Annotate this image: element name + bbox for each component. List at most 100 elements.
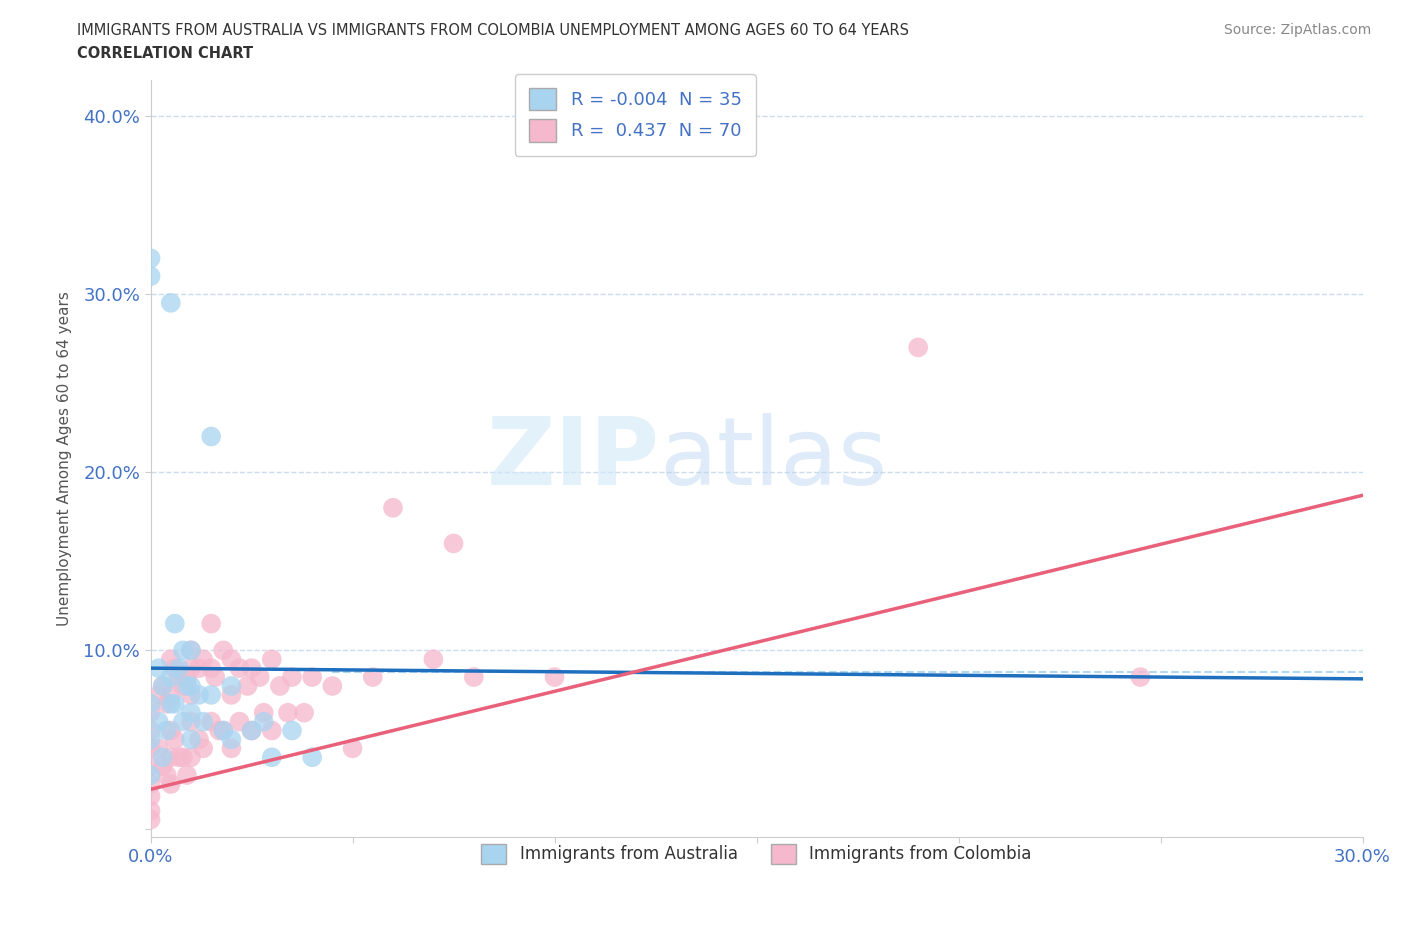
Point (260, 652, 283, 667)
Point (543, 670, 565, 684)
Point (277, 705, 299, 720)
Point (139, 251, 162, 266)
Point (236, 679, 259, 694)
Point (200, 714, 222, 729)
Point (180, 687, 202, 702)
Point (139, 777, 162, 791)
Point (212, 643, 235, 658)
Point (159, 652, 181, 667)
Point (156, 724, 179, 738)
Point (240, 724, 263, 738)
Point (139, 269, 162, 284)
Point (191, 714, 214, 729)
Point (221, 741, 243, 756)
Point (361, 670, 384, 684)
Point (200, 429, 222, 444)
Point (463, 670, 485, 684)
Point (152, 679, 174, 694)
Point (260, 724, 283, 738)
Point (167, 660, 190, 675)
Point (180, 643, 202, 658)
Point (139, 759, 162, 774)
Point (180, 732, 202, 747)
Point (253, 705, 276, 720)
Point (176, 679, 198, 694)
Point (152, 759, 174, 774)
Point (180, 643, 202, 658)
Point (260, 750, 283, 764)
Point (172, 714, 194, 729)
Point (148, 741, 170, 756)
Point (148, 714, 170, 729)
Point (156, 767, 179, 782)
Point (221, 687, 243, 702)
Point (443, 536, 465, 551)
Point (180, 679, 202, 694)
Point (180, 750, 202, 764)
Point (139, 705, 162, 720)
Point (167, 750, 190, 764)
Point (200, 687, 222, 702)
Point (321, 679, 343, 694)
Text: atlas: atlas (659, 413, 887, 505)
Point (204, 670, 226, 684)
Point (212, 724, 235, 738)
Point (253, 714, 276, 729)
Point (156, 697, 179, 711)
Point (163, 617, 186, 631)
Point (180, 660, 202, 675)
Point (221, 679, 243, 694)
Point (342, 741, 364, 756)
Point (159, 777, 181, 791)
Text: IMMIGRANTS FROM AUSTRALIA VS IMMIGRANTS FROM COLOMBIA UNEMPLOYMENT AMONG AGES 60: IMMIGRANTS FROM AUSTRALIA VS IMMIGRANTS … (77, 23, 910, 38)
Point (422, 652, 444, 667)
Point (208, 724, 231, 738)
Text: ZIP: ZIP (486, 413, 659, 505)
Legend: Immigrants from Australia, Immigrants from Colombia: Immigrants from Australia, Immigrants fr… (475, 837, 1039, 870)
Point (228, 714, 250, 729)
Point (159, 687, 181, 702)
Point (159, 670, 181, 684)
Point (200, 617, 222, 631)
Point (188, 660, 211, 675)
Point (139, 732, 162, 747)
Text: CORRELATION CHART: CORRELATION CHART (77, 46, 253, 61)
Point (907, 340, 929, 355)
Point (152, 750, 174, 764)
Point (139, 697, 162, 711)
Point (159, 724, 181, 738)
Point (139, 812, 162, 827)
Point (167, 670, 190, 684)
Point (139, 789, 162, 804)
Point (180, 714, 202, 729)
Point (240, 660, 263, 675)
Point (139, 724, 162, 738)
Point (176, 767, 198, 782)
Point (172, 679, 194, 694)
Point (301, 750, 323, 764)
Point (159, 296, 181, 311)
Point (249, 670, 271, 684)
Point (139, 804, 162, 818)
Point (180, 705, 202, 720)
Point (191, 652, 214, 667)
Point (281, 724, 304, 738)
Point (212, 724, 235, 738)
Point (148, 660, 170, 675)
Point (176, 670, 198, 684)
Point (139, 767, 162, 782)
Point (281, 670, 304, 684)
Point (163, 660, 186, 675)
Point (191, 741, 214, 756)
Y-axis label: Unemployment Among Ages 60 to 64 years: Unemployment Among Ages 60 to 64 years (58, 291, 72, 626)
Point (188, 732, 211, 747)
Point (228, 660, 250, 675)
Point (148, 687, 170, 702)
Point (188, 687, 211, 702)
Point (382, 500, 405, 515)
Point (159, 697, 181, 711)
Point (139, 741, 162, 756)
Point (1129, 670, 1152, 684)
Point (159, 750, 181, 764)
Point (172, 643, 194, 658)
